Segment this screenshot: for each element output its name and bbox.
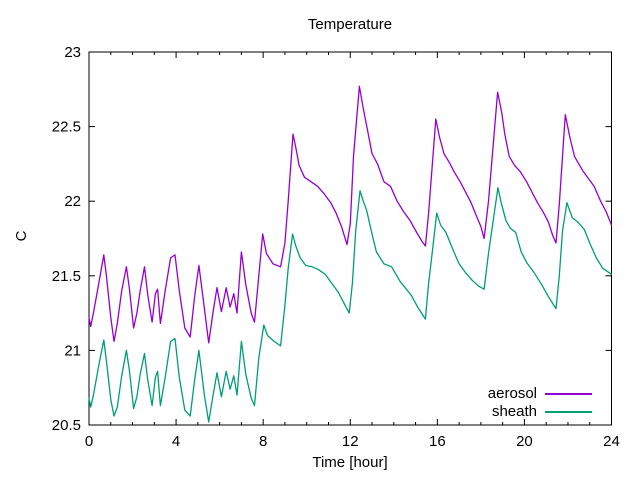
series-line-aerosol: [88, 85, 613, 344]
y-tick-label: 22.5: [52, 119, 81, 136]
legend-label-sheath: sheath: [491, 403, 537, 420]
legend-item-sheath: sheath: [492, 403, 592, 421]
y-axis-label: C: [13, 230, 30, 242]
chart-title: Temperature: [307, 16, 393, 33]
legend-line-sample-aerosol: [545, 393, 592, 395]
legend-item-aerosol: aerosol: [488, 385, 592, 403]
x-tick-label: 16: [429, 433, 446, 450]
legend-label-aerosol: aerosol: [487, 385, 537, 402]
x-axis-label: Time [hour]: [312, 454, 388, 471]
plot-border: [88, 51, 612, 426]
y-tick-label: 21.5: [52, 268, 81, 285]
y-tick-label: 23: [64, 44, 81, 61]
legend-line-sample-sheath: [545, 411, 592, 413]
series-line-sheath: [88, 187, 613, 423]
y-tick-label: 21: [64, 342, 81, 359]
x-tick-label: 8: [259, 433, 267, 450]
x-tick-label: 0: [85, 433, 93, 450]
legend: aerosol sheath: [0, 385, 592, 421]
y-tick-label: 20.5: [52, 417, 81, 434]
x-tick-label: 24: [603, 433, 620, 450]
y-tick-label: 22: [64, 193, 81, 210]
x-tick-label: 20: [516, 433, 533, 450]
x-tick-label: 12: [342, 433, 359, 450]
x-tick-label: 4: [172, 433, 180, 450]
